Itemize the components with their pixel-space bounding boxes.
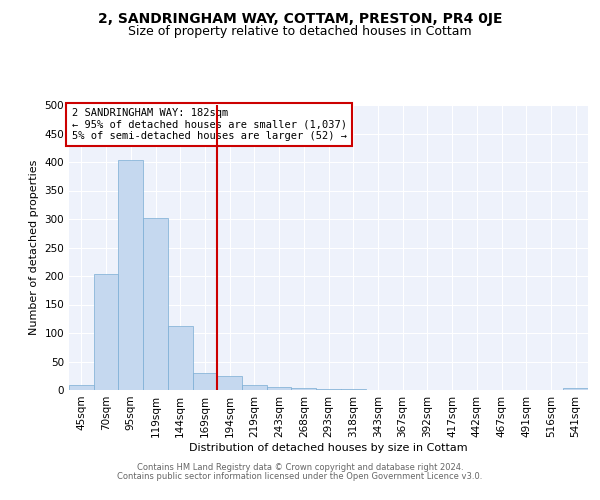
Bar	[292, 388, 316, 390]
Text: Contains public sector information licensed under the Open Government Licence v3: Contains public sector information licen…	[118, 472, 482, 481]
Text: Size of property relative to detached houses in Cottam: Size of property relative to detached ho…	[128, 25, 472, 38]
Text: Contains HM Land Registry data © Crown copyright and database right 2024.: Contains HM Land Registry data © Crown c…	[137, 464, 463, 472]
Bar	[267, 387, 292, 390]
Bar	[118, 160, 143, 390]
Bar	[217, 376, 242, 390]
Bar	[193, 374, 217, 390]
Bar	[94, 274, 118, 390]
Text: 2, SANDRINGHAM WAY, COTTAM, PRESTON, PR4 0JE: 2, SANDRINGHAM WAY, COTTAM, PRESTON, PR4…	[98, 12, 502, 26]
Bar	[242, 386, 267, 390]
Text: 2 SANDRINGHAM WAY: 182sqm
← 95% of detached houses are smaller (1,037)
5% of sem: 2 SANDRINGHAM WAY: 182sqm ← 95% of detac…	[71, 108, 347, 141]
Bar	[69, 386, 94, 390]
Y-axis label: Number of detached properties: Number of detached properties	[29, 160, 39, 335]
Bar	[143, 218, 168, 390]
X-axis label: Distribution of detached houses by size in Cottam: Distribution of detached houses by size …	[189, 442, 468, 452]
Bar	[563, 388, 588, 390]
Bar	[316, 389, 341, 390]
Bar	[168, 326, 193, 390]
